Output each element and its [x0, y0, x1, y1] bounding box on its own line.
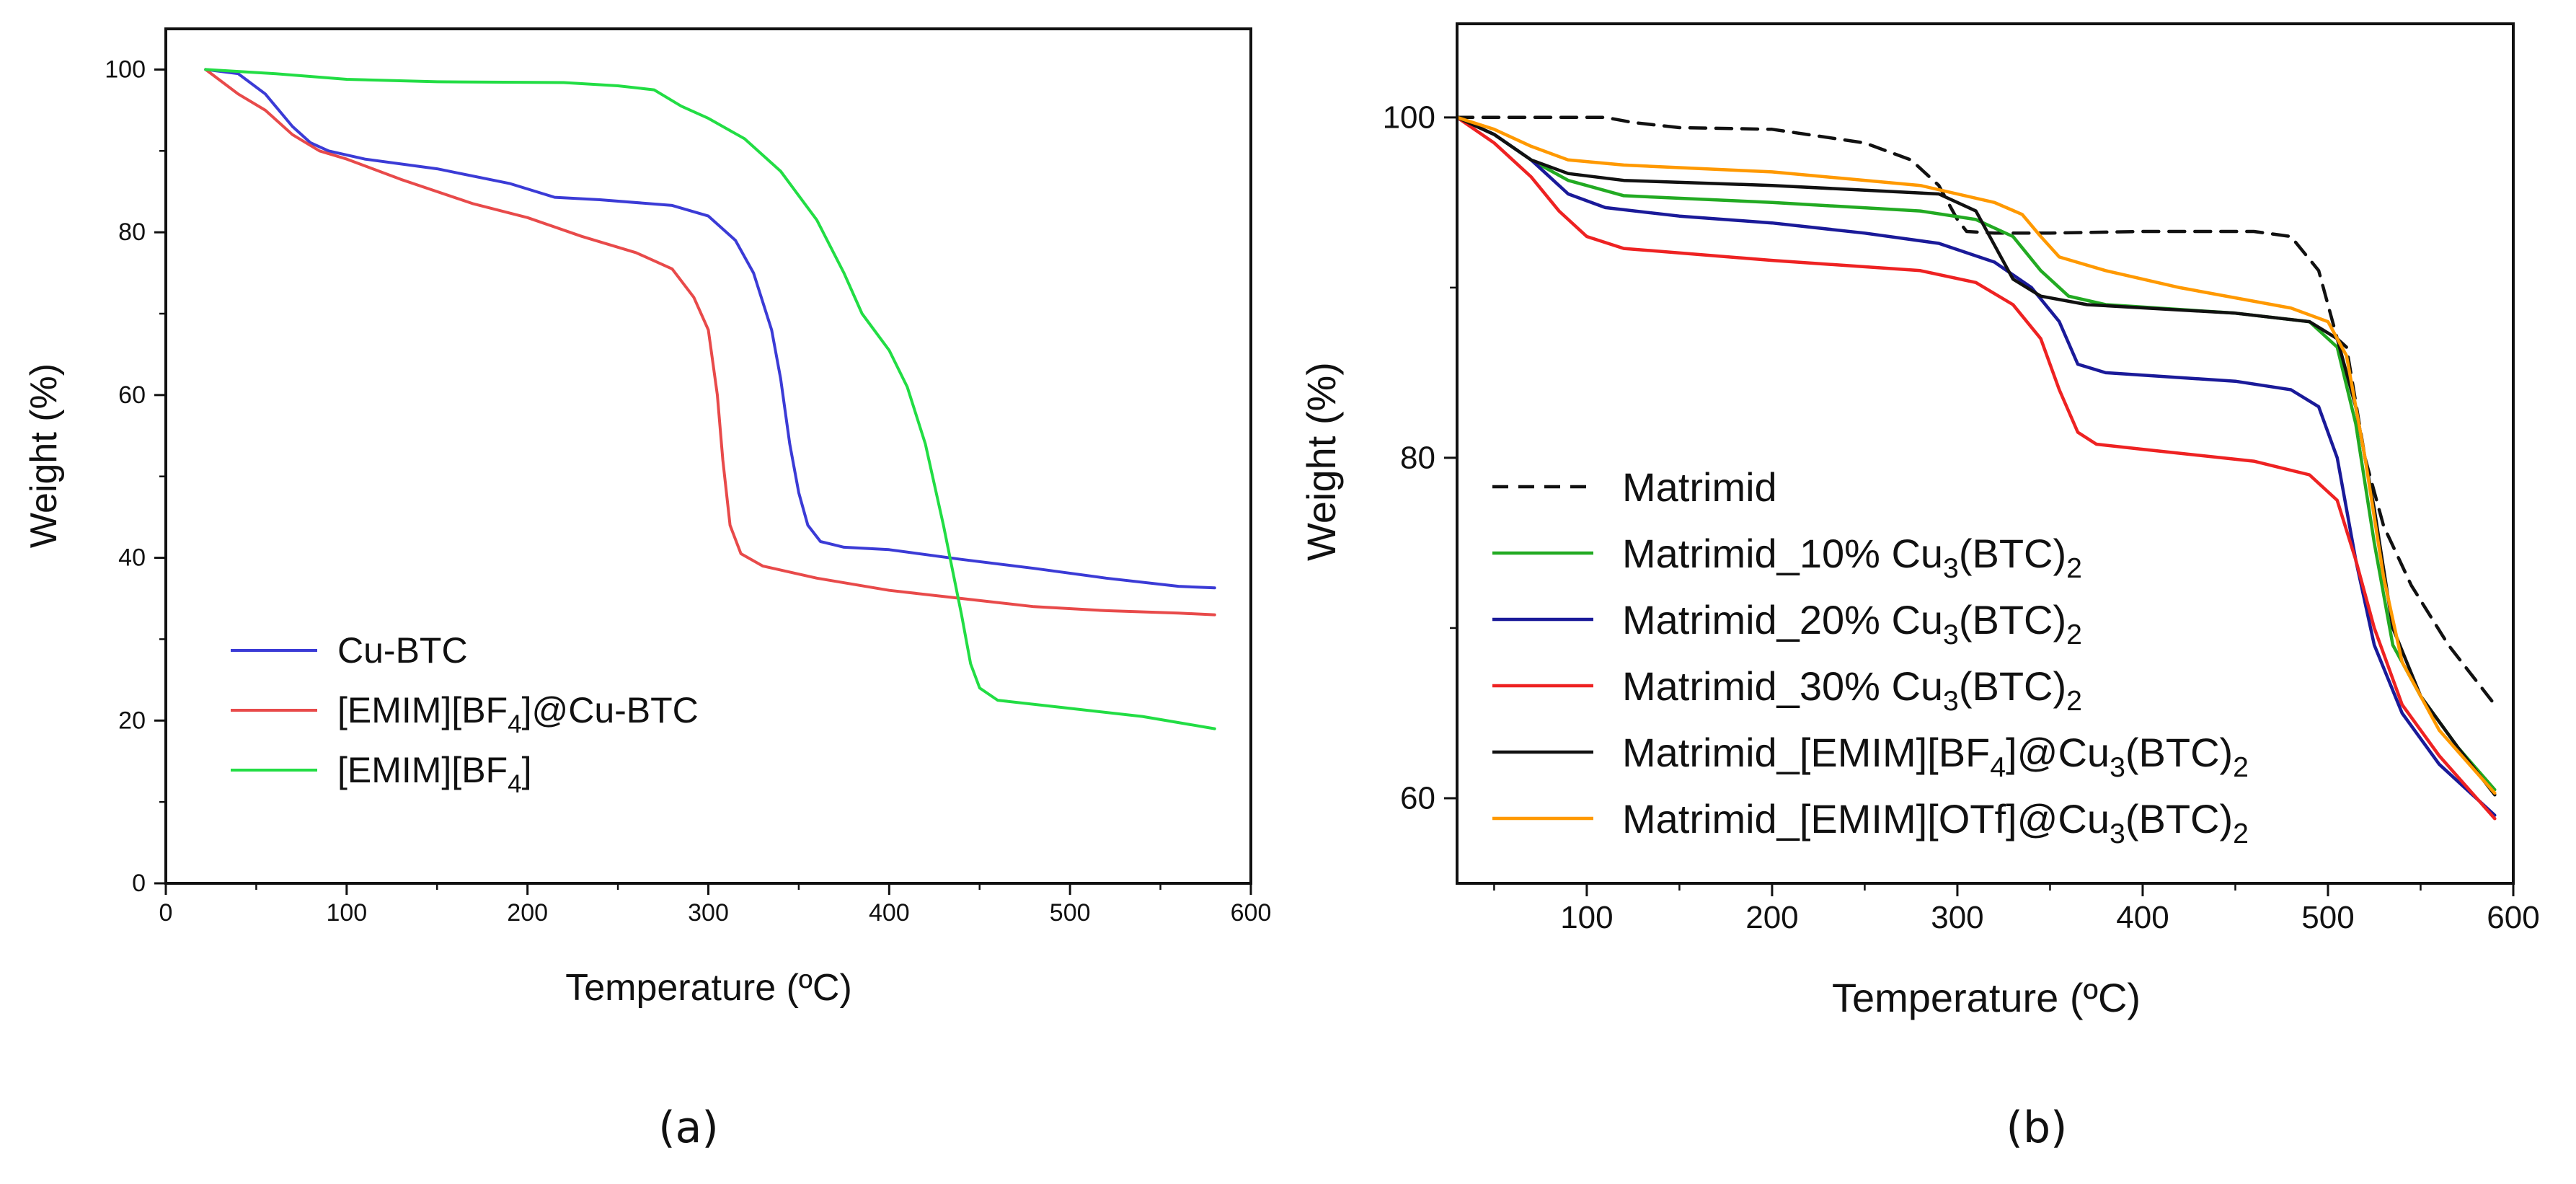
panel-a-legend-text-1: Cu-BTC — [337, 630, 468, 671]
panel-a-x-tick-label-3: 200 — [507, 899, 548, 927]
panel-b-series-line-1 — [1455, 115, 2497, 707]
panel-b-legend-text-2: Matrimid_10% Cu — [1622, 531, 1943, 576]
panel-b-plot-frame — [1456, 22, 2515, 885]
panel-b-legend-label-3: Matrimid_20% Cu3(BTC)2 — [1622, 597, 2082, 651]
panel-b-legend-subscript-3: 3 — [1943, 619, 1959, 650]
panel-b-y-axis-title: Weight (%) — [1298, 362, 1344, 561]
panel-a-x-tick-label-2: 100 — [326, 899, 367, 927]
panel-b-label: (b) — [2006, 1103, 2068, 1153]
panel-a-series-line-2 — [204, 68, 1216, 617]
panel-b-legend-label-2: Matrimid_10% Cu3(BTC)2 — [1622, 531, 2082, 585]
chart-panel-a: 0 100 200 300 400 500 600 0 20 40 60 80 100 Temperat… — [23, 27, 1271, 1153]
panel-a-y-tick-label-1: 0 — [132, 870, 146, 897]
panel-a-x-tick-label-4: 300 — [688, 899, 729, 927]
panel-b-legend-text-3: Matrimid_20% Cu — [1622, 597, 1943, 642]
panel-a-legend-text-3: [EMIM][BF — [337, 750, 508, 790]
panel-b-legend-text-5: Matrimid_[EMIM][BF — [1622, 730, 1990, 775]
panel-b-legend-subscript-6: 3 — [2110, 818, 2125, 849]
panel-b-series-line-4 — [1455, 115, 2497, 821]
panel-a-legend-text-2: ]@Cu-BTC — [522, 690, 699, 730]
panel-b-legend-subscript-6: 2 — [2233, 818, 2249, 849]
panel-b-x-tick-label-1: 100 — [1560, 900, 1613, 935]
panel-b-legend-subscript-5: 2 — [2233, 752, 2249, 783]
panel-a-legend-label-2: [EMIM][BF4]@Cu-BTC — [337, 690, 699, 738]
chart-panel-b: 100 200 300 400 500 600 60 80 100 Temperature (º… — [1298, 22, 2540, 1153]
panel-a-ticks-group: 0 100 200 300 400 500 600 0 20 40 60 80 100 — [105, 56, 1271, 927]
panel-a-series-line-3 — [204, 68, 1216, 730]
panel-b-legend-label-4: Matrimid_30% Cu3(BTC)2 — [1622, 663, 2082, 717]
panel-a-x-axis-title: Temperature (ºC) — [565, 967, 852, 1009]
panel-b-x-axis-title: Temperature (ºC) — [1832, 975, 2141, 1020]
panel-a-legend-text-3: ] — [522, 750, 532, 790]
panel-a-y-tick-label-4: 60 — [118, 381, 146, 409]
panel-a-legend: Cu-BTC[EMIM][BF4]@Cu-BTC[EMIM][BF4] — [231, 630, 699, 798]
panel-b-legend-label-6: Matrimid_[EMIM][OTf]@Cu3(BTC)2 — [1622, 796, 2249, 850]
panel-b-x-tick-label-3: 300 — [1931, 900, 1983, 935]
panel-b-legend-label-1: Matrimid — [1622, 464, 1777, 510]
panel-a-legend-label-3: [EMIM][BF4] — [337, 750, 531, 798]
panel-b-legend-text-1: Matrimid — [1622, 464, 1777, 510]
panel-a-x-tick-label-5: 400 — [869, 899, 910, 927]
panel-b-series-group — [1455, 115, 2497, 821]
panel-a-x-tick-label-1: 0 — [159, 899, 173, 927]
panel-b-legend-subscript-3: 2 — [2066, 619, 2082, 650]
panel-a-x-tick-label-6: 500 — [1050, 899, 1091, 927]
panel-b-legend-text-3: (BTC) — [1959, 597, 2066, 642]
panel-b-x-tick-label-5: 500 — [2301, 900, 2354, 935]
panel-b-x-tick-label-2: 200 — [1745, 900, 1798, 935]
panel-a-legend-label-1: Cu-BTC — [337, 630, 468, 671]
panel-b-legend-text-6: (BTC) — [2125, 796, 2233, 841]
panel-b-legend-subscript-4: 2 — [2066, 686, 2082, 717]
panel-b-legend-text-4: Matrimid_30% Cu — [1622, 663, 1943, 709]
panel-b-legend-text-2: (BTC) — [1959, 531, 2066, 576]
panel-a-y-tick-label-2: 20 — [118, 707, 146, 734]
panel-a-legend-text-2: [EMIM][BF — [337, 690, 508, 730]
panel-b-y-tick-label-1: 60 — [1400, 780, 1435, 816]
panel-b-legend-subscript-5: 4 — [1990, 752, 2006, 783]
panel-a-y-tick-label-6: 100 — [105, 56, 146, 83]
panel-b-legend-subscript-5: 3 — [2110, 752, 2125, 783]
panel-b-series-line-2 — [1455, 115, 2497, 792]
panel-b-series-line-6 — [1455, 115, 2497, 795]
panel-b-legend-subscript-4: 3 — [1943, 686, 1959, 717]
panel-b-y-tick-label-3: 100 — [1383, 100, 1435, 135]
panel-b-x-tick-label-6: 600 — [2487, 900, 2539, 935]
panel-b-ticks-group: 100 200 300 400 500 600 60 80 100 — [1383, 100, 2540, 935]
panel-b-legend-text-5: ]@Cu — [2006, 730, 2110, 775]
panel-b-legend-label-5: Matrimid_[EMIM][BF4]@Cu3(BTC)2 — [1622, 730, 2249, 784]
panel-b-legend-text-4: (BTC) — [1959, 663, 2066, 709]
panel-b-legend-subscript-2: 2 — [2066, 553, 2082, 584]
panel-a-legend-subscript-3: 4 — [508, 770, 521, 798]
panel-a-series-group — [204, 68, 1216, 730]
panel-a-label: (a) — [658, 1103, 719, 1153]
panel-a-y-tick-label-5: 80 — [118, 218, 146, 246]
panel-a-y-axis-title: Weight (%) — [23, 363, 65, 548]
panel-a-x-tick-label-7: 600 — [1231, 899, 1272, 927]
panel-b-x-tick-label-4: 400 — [2116, 900, 2169, 935]
panel-b-legend-text-5: (BTC) — [2125, 730, 2233, 775]
panel-b-legend-subscript-2: 3 — [1943, 553, 1959, 584]
panel-a-series-line-1 — [204, 68, 1216, 590]
panel-b-legend-text-6: Matrimid_[EMIM][OTf]@Cu — [1622, 796, 2110, 841]
panel-a-y-tick-label-3: 40 — [118, 544, 146, 572]
panel-a-legend-subscript-2: 4 — [508, 710, 521, 738]
panel-b-y-tick-label-2: 80 — [1400, 440, 1435, 475]
